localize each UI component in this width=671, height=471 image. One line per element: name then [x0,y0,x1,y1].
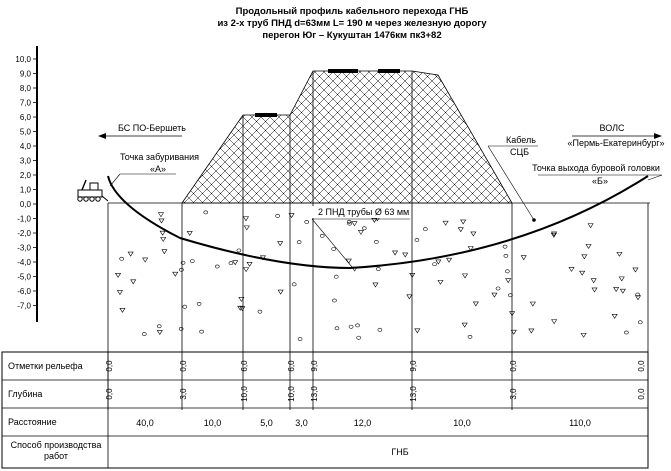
distance-value: 10,0 [453,418,471,428]
embankment [181,70,513,204]
distance-value: 12,0 [354,418,372,428]
table-header-distance: Расстояние [8,417,57,427]
cable-label-2: СЦБ [510,147,529,157]
distance-value: 40,0 [136,418,154,428]
exit-point-callout: Точка выхода буровой головки «Б» [532,163,663,186]
cable-callout: Кабель СЦБ [487,135,538,222]
table-header-elevation: Отметки рельефа [8,361,83,371]
elevation-value: 9,0 [310,360,319,372]
elevation-value: 6,0 [287,360,296,372]
y-tick-label: 3,0 [20,157,32,166]
bs-direction-label: БС ПО-Бершеть [118,123,186,133]
title-line-2: из 2-х труб ПНД d=63мм L= 190 м через же… [217,18,487,29]
distance-value: 5,0 [260,418,273,428]
vols-label-2: «Пермь-Екатеринбург» [568,138,665,148]
entry-point-label: Точка забуривания [120,152,199,162]
y-tick-label: -3,0 [17,244,31,253]
drill-path [107,175,649,270]
y-tick-label: 0,0 [20,200,32,209]
depth-value: 0,0 [105,388,114,400]
y-tick-label: -6,0 [17,287,31,296]
rails [255,69,400,117]
y-tick-label: -5,0 [17,273,31,282]
y-tick-label: 9,0 [20,70,32,79]
exit-point-label: Точка выхода буровой головки [532,163,660,173]
distance-value: 10,0 [204,418,222,428]
drilling-rig-icon [77,179,109,202]
soil-markers [115,210,643,341]
title-line-1: Продольный профиль кабельного перехода Г… [236,6,469,17]
elevation-value: 0,0 [105,360,114,372]
y-tick-label: 5,0 [20,128,32,137]
depth-value: 3,0 [179,388,188,400]
distance-value: 110,0 [569,418,591,428]
depth-value: 10,0 [287,386,296,402]
table-header-depth: Глубина [8,389,42,399]
distance-value: 3,0 [295,418,308,428]
y-tick-label: 7,0 [20,99,32,108]
elevation-value: 9,0 [409,360,418,372]
depth-value: 13,0 [409,386,418,402]
cable-label-1: Кабель [506,135,536,145]
y-tick-label: 10,0 [15,55,31,64]
method-value: ГНБ [391,447,408,457]
y-tick-label: -4,0 [17,258,31,267]
entry-point-letter: «А» [150,164,166,174]
y-tick-label: 2,0 [20,171,32,180]
y-tick-label: 4,0 [20,142,32,151]
profile-table: Отметки рельефа Глубина Расстояние Спосо… [1,351,649,469]
table-header-method: Способ производства работ [10,440,102,461]
y-tick-label: 8,0 [20,84,32,93]
depth-value: 10,0 [240,386,249,402]
entry-point-callout: Точка забуривания «А» [109,152,199,187]
y-tick-label: -2,0 [17,229,31,238]
y-axis: 10,0 9,0 8,0 7,0 6,0 5,0 4,0 3,0 2,0 1,0 0,0 -1,0 -2… [15,46,38,322]
depth-value: 3,0 [509,388,518,400]
distance-values: 40,0 10,0 5,0 3,0 12,0 10,0 110,0 [136,418,591,428]
depth-values: 0,0 3,0 10,0 10,0 13,0 13,0 3,0 0,0 [105,386,646,402]
elevation-value: 6,0 [240,360,249,372]
elevation-value: 0,0 [509,360,518,372]
elevation-value: 0,0 [637,360,646,372]
depth-value: 13,0 [310,386,319,402]
y-tick-label: -1,0 [17,215,31,224]
pipe-callout: 2 ПНД трубы Ø 63 мм [311,206,410,268]
y-tick-label: 1,0 [20,186,32,195]
vols-label-1: ВОЛС [599,123,625,133]
y-tick-label: 6,0 [20,113,32,122]
bs-direction-arrow: БС ПО-Бершеть [98,123,186,139]
elevation-value: 0,0 [179,360,188,372]
y-tick-label: -7,0 [17,302,31,311]
elevation-values: 0,0 0,0 6,0 6,0 9,0 9,0 0,0 0,0 [105,360,646,372]
depth-value: 0,0 [637,388,646,400]
pipe-label: 2 ПНД трубы Ø 63 мм [318,207,409,217]
vols-direction-arrow: ВОЛС «Пермь-Екатеринбург» [568,123,665,148]
exit-point-letter: «Б» [592,176,608,186]
title-line-3: перегон Юг – Кукуштан 1476км пк3+82 [262,30,441,41]
